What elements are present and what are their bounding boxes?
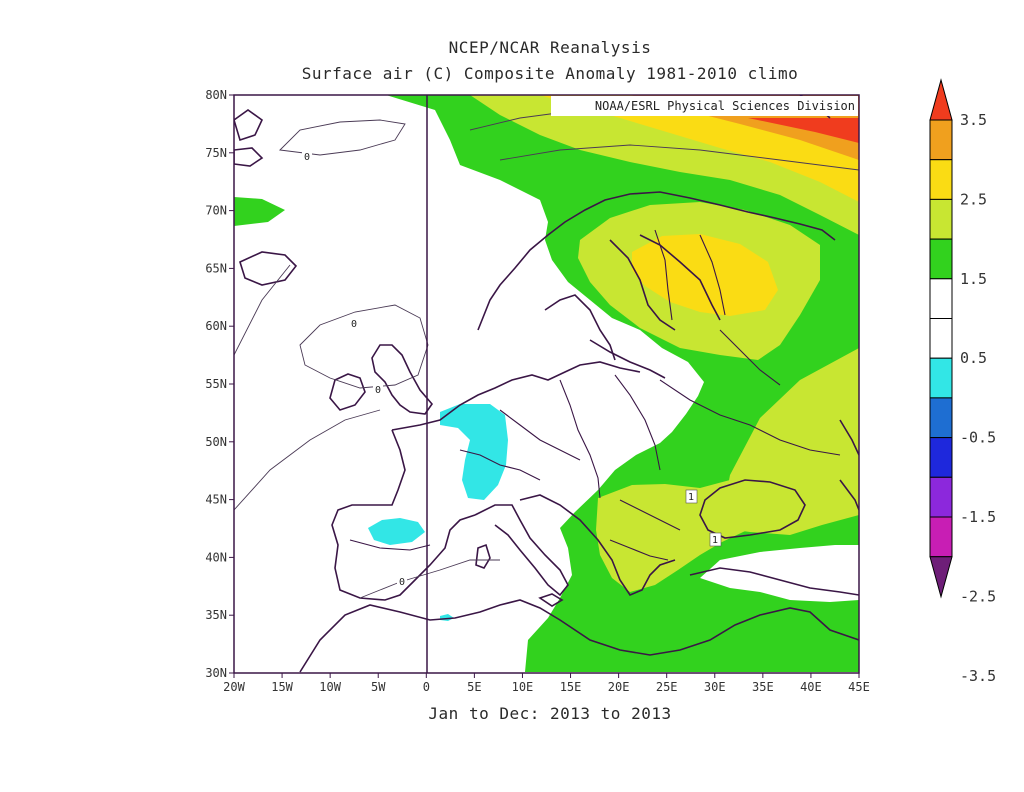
colorbar: 3.5 2.5 1.5 0.5 -0.5 -1.5 -2.5 -3.5	[929, 78, 996, 685]
colorbar-segment	[929, 516, 953, 558]
colorbar-segment	[929, 238, 953, 280]
colorbar-segment	[929, 437, 953, 478]
credit-box: NOAA/ESRL Physical Sciences Division	[551, 96, 858, 116]
anomaly-fill-2p5-to-3	[748, 118, 859, 143]
lat-tick-label: 60N	[205, 319, 227, 333]
lat-tick-label: 55N	[205, 377, 227, 391]
colorbar-label: -2.5	[960, 587, 996, 605]
country-borders	[349, 229, 841, 561]
coastlines	[234, 95, 859, 673]
contour-label: 0	[304, 152, 310, 163]
lon-tick-label: 20E	[608, 680, 630, 694]
contour-label: 1	[688, 492, 694, 503]
colorbar-segment	[929, 318, 953, 359]
colorbar-label: 3.5	[960, 111, 987, 129]
credit-background	[551, 96, 858, 116]
lat-tick-label: 30N	[205, 666, 227, 680]
lon-tick-label: 15E	[560, 680, 582, 694]
anomaly-fill-below-0p5-southeast	[700, 545, 859, 602]
lon-tick-label: 5W	[371, 680, 386, 694]
colorbar-label: 1.5	[960, 270, 987, 288]
anomaly-fill-0p5-west	[234, 197, 285, 226]
contour-label: 1	[712, 535, 718, 546]
lat-tick-label: 50N	[205, 435, 227, 449]
lon-tick-label: 0	[423, 680, 430, 694]
colorbar-segment	[929, 357, 953, 399]
colorbar-segment	[929, 159, 953, 200]
lon-tick-label: 35E	[752, 680, 774, 694]
lat-tick-label: 40N	[205, 550, 227, 564]
colorbar-segment	[929, 119, 953, 161]
contour-lines	[234, 107, 859, 599]
contour-label: 0	[399, 577, 405, 588]
chart-subtitle: Surface air (C) Composite Anomaly 1981-2…	[301, 64, 799, 83]
contour-label: 0	[351, 319, 357, 330]
anomaly-fill-negative-iberia	[368, 518, 425, 545]
lon-tick-label: 30E	[704, 680, 726, 694]
credit-text: NOAA/ESRL Physical Sciences Division	[595, 99, 855, 113]
lon-tick-label: 25E	[656, 680, 678, 694]
lat-tick-label: 75N	[205, 146, 227, 160]
lon-tick-label: 20W	[223, 680, 245, 694]
contour-label: 0	[375, 385, 381, 396]
colorbar-segment	[929, 278, 953, 319]
colorbar-label: 2.5	[960, 190, 987, 208]
chart-title: NCEP/NCAR Reanalysis	[448, 38, 652, 57]
lat-tick-label: 35N	[205, 608, 227, 622]
colorbar-label: 0.5	[960, 349, 987, 367]
colorbar-segment	[929, 198, 953, 240]
lon-tick-label: 10E	[512, 680, 534, 694]
colorbar-label: -0.5	[960, 429, 996, 447]
date-range-label: Jan to Dec: 2013 to 2013	[428, 704, 672, 723]
colorbar-arrow-bottom	[929, 556, 953, 599]
colorbar-segment	[929, 476, 953, 518]
lon-tick-label: 10W	[319, 680, 341, 694]
lon-tick-label: 40E	[800, 680, 822, 694]
colorbar-label: -3.5	[960, 667, 996, 685]
map-plot-area	[233, 94, 860, 674]
lat-tick-label: 70N	[205, 204, 227, 218]
lon-tick-label: 5E	[467, 680, 481, 694]
anomaly-fill-1-to-1p5-balkans	[596, 480, 800, 592]
colorbar-segment	[929, 397, 953, 439]
colorbar-arrow-top	[929, 78, 953, 121]
axis-ticks: 20W 15W 10W 5W 0 5E 10E 15E 20E 25E 30E 35E 40E 45E 80…	[205, 88, 870, 694]
contour-label-group: 0 0 0 0 1 1	[302, 150, 722, 588]
lon-tick-label: 15W	[271, 680, 293, 694]
lat-tick-label: 65N	[205, 261, 227, 275]
lat-tick-label: 80N	[205, 88, 227, 102]
lat-tick-label: 45N	[205, 493, 227, 507]
colorbar-label: -1.5	[960, 508, 996, 526]
lon-tick-label: 45E	[848, 680, 870, 694]
anomaly-fill-negative-france	[440, 404, 508, 500]
